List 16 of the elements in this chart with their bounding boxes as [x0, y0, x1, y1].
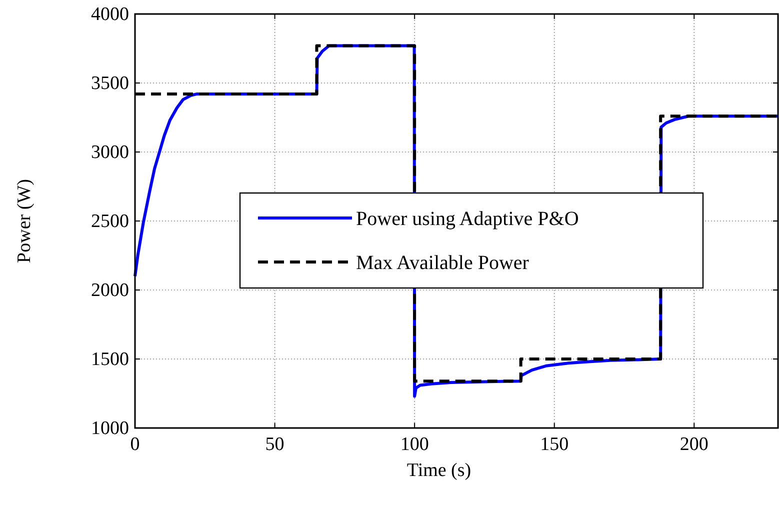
y-tick-label: 1000	[91, 418, 129, 439]
legend-label: Max Available Power	[356, 252, 530, 274]
x-axis-title: Time (s)	[406, 460, 472, 481]
y-tick-label: 3500	[91, 73, 129, 94]
legend-label: Power using Adaptive P&O	[356, 208, 579, 230]
x-tick-label: 0	[130, 434, 140, 455]
y-tick-label: 1500	[91, 349, 129, 370]
x-tick-label: 200	[680, 434, 708, 455]
y-tick-label: 2500	[91, 211, 129, 232]
x-tick-label: 150	[540, 434, 569, 455]
y-tick-label: 4000	[91, 4, 129, 25]
x-tick-label: 50	[265, 434, 284, 455]
y-axis-title: Power (W)	[14, 179, 35, 263]
x-tick-label: 100	[400, 434, 429, 455]
y-tick-label: 2000	[91, 280, 129, 301]
y-tick-label: 3000	[91, 142, 129, 163]
